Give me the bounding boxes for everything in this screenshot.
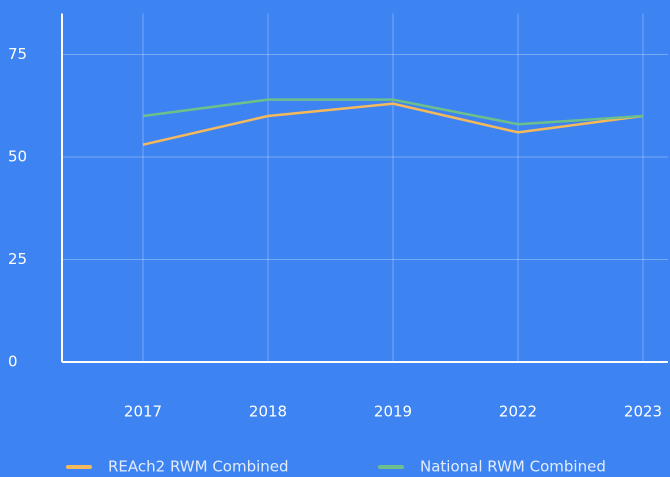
- legend-label: REAch2 RWM Combined: [108, 458, 289, 476]
- x-tick-label: 2023: [624, 403, 662, 421]
- y-tick-label: 75: [8, 45, 27, 63]
- legend-label: National RWM Combined: [420, 458, 606, 476]
- x-tick-label: 2017: [124, 403, 162, 421]
- y-tick-label: 50: [8, 148, 27, 166]
- series-line: [142, 102, 644, 146]
- y-tick-label: 0: [8, 353, 18, 371]
- x-tick-label: 2019: [374, 403, 412, 421]
- y-tick-label: 25: [8, 250, 27, 268]
- series-line: [142, 98, 644, 126]
- x-tick-label: 2018: [249, 403, 287, 421]
- x-tick-label: 2022: [499, 403, 537, 421]
